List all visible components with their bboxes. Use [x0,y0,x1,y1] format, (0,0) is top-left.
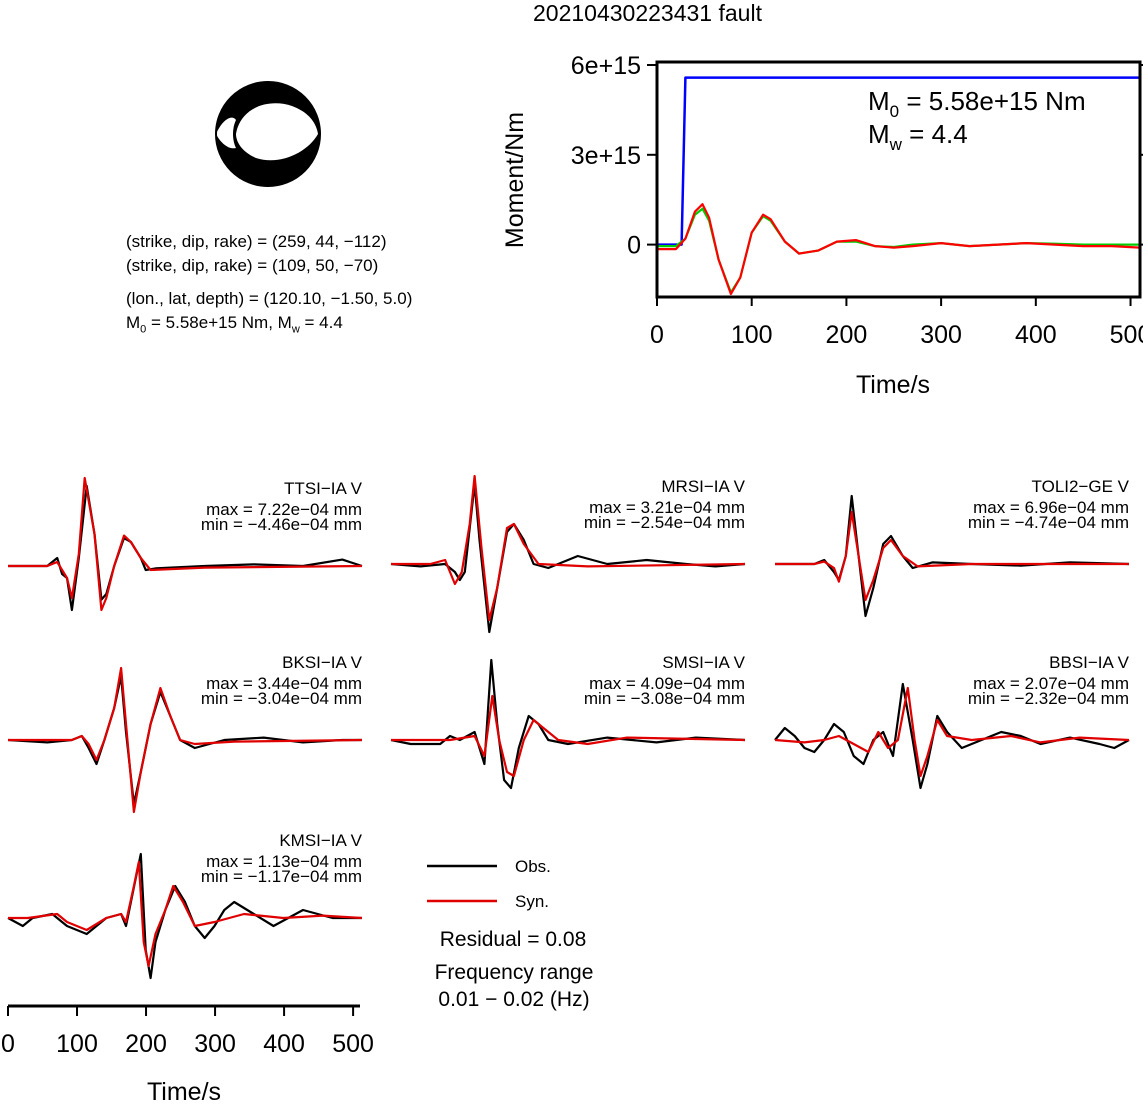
station-min: min = −4.46e−04 mm [201,515,362,534]
y-tick-label: 6e+15 [571,52,641,80]
station-max: max = 4.09e−04 mm [589,674,745,693]
beachball-icon [215,81,321,187]
synthetic-trace [8,860,363,968]
y-axis-label: Moment/Nm [501,112,529,248]
station-min: min = −1.17e−04 mm [201,867,362,886]
station-name: MRSI−IA V [661,477,745,496]
station-name: BBSI−IA V [1049,653,1130,672]
station-max: max = 6.96e−04 mm [973,498,1129,517]
synthetic-trace [391,694,746,778]
station-name: TOLI2−GE V [1032,477,1130,496]
x-tick-label: 200 [125,1030,167,1058]
x-tick-label: 0 [1,1030,15,1058]
moment-chart: 0 3e+15 6e+15 0 100 200 300 400 500 Time/s Moment/… [501,52,1143,399]
moment-annotation: Mw = 4.4 [868,119,968,154]
frequency-label: Frequency range [435,961,594,984]
y-tick-label: 3e+15 [571,142,641,170]
x-tick-label: 300 [194,1030,236,1058]
legend: Obs. Syn. Residual = 0.08 Frequency range 0.… [427,857,593,1011]
hypocenter-location: (lon., lat, depth) = (120.10, −1.50, 5.0… [126,289,413,308]
synthetic-trace [8,476,363,612]
x-tick-label: 500 [332,1030,374,1058]
x-tick-label: 100 [731,321,773,349]
station-max: max = 3.44e−04 mm [206,674,362,693]
synthetic-trace [391,474,746,622]
nodal-plane-1: (strike, dip, rake) = (259, 44, −112) [126,232,387,251]
x-tick-label: 200 [826,321,868,349]
station-max: max = 1.13e−04 mm [206,852,362,871]
station-max: max = 7.22e−04 mm [206,500,362,519]
frequency-range: 0.01 − 0.02 (Hz) [438,988,589,1011]
legend-syn-label: Syn. [515,892,549,911]
residual-label: Residual = 0.08 [440,928,587,951]
x-tick-label: 100 [56,1030,98,1058]
y-tick-label: 0 [627,232,641,260]
station-name: BKSI−IA V [282,653,363,672]
x-tick-label: 400 [263,1030,305,1058]
station-max: max = 3.21e−04 mm [589,498,745,517]
x-axis-label: Time/s [856,371,930,399]
station-name: TTSI−IA V [284,479,363,498]
observed-trace [390,658,746,790]
x-tick-label: 0 [650,321,664,349]
moment-series-line [657,76,1140,246]
moment-annotation: M0 = 5.58e+15 Nm [868,86,1086,121]
observed-trace [7,852,362,980]
station-min: min = −4.74e−04 mm [968,513,1129,532]
x-axis-label: Time/s [147,1078,221,1104]
station-max: max = 2.07e−04 mm [973,674,1129,693]
station-name: KMSI−IA V [279,831,362,850]
synthetic-trace [775,510,1129,602]
station-name: SMSI−IA V [662,653,745,672]
x-tick-label: 500 [1110,321,1143,349]
station-min: min = −3.08e−04 mm [584,689,745,708]
x-tick-label: 400 [1015,321,1057,349]
moment-plot-frame [655,60,1142,299]
station-min: min = −2.54e−04 mm [584,513,745,532]
waveform-time-axis: 0 100 200 300 400 500 Time/s [1,1004,374,1104]
x-tick-label: 300 [920,321,962,349]
synthetic-trace [774,686,1130,778]
moment-magnitude-info: M0 = 5.58e+15 Nm, Mw = 4.4 [126,313,343,336]
page-title: 20210430223431 fault [533,0,762,26]
station-min: min = −2.32e−04 mm [968,689,1129,708]
legend-obs-label: Obs. [515,857,551,876]
nodal-plane-2: (strike, dip, rake) = (109, 50, −70) [126,256,379,275]
synthetic-trace [8,666,363,814]
moment-series-line [657,203,1141,296]
station-min: min = −3.04e−04 mm [201,689,362,708]
moment-series-line [657,207,1140,294]
